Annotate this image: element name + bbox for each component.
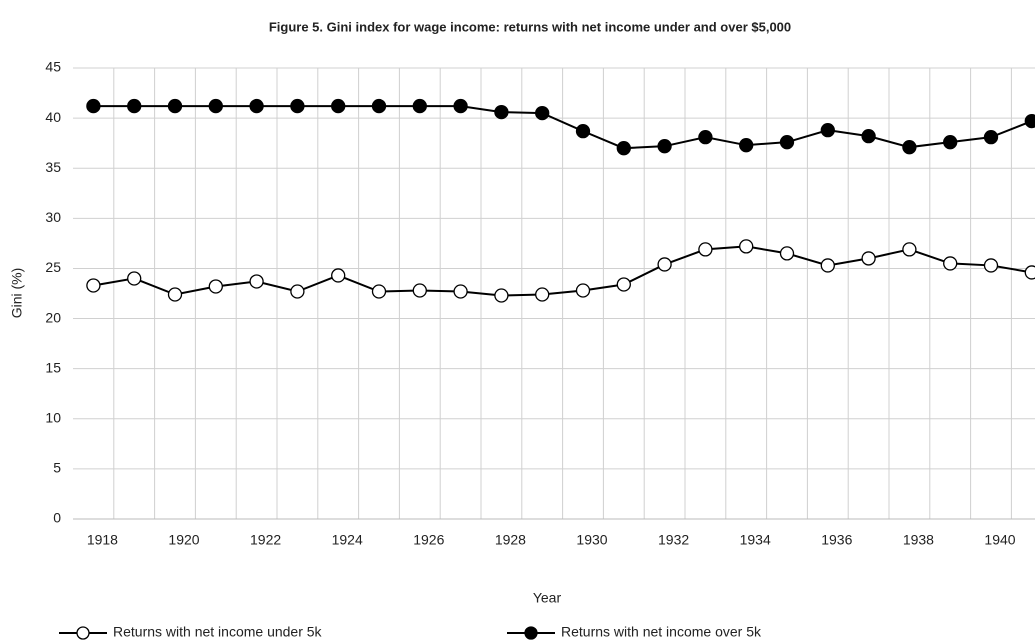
point [1024,113,1035,129]
point [412,283,427,298]
point [290,284,305,299]
point [616,141,631,156]
point [1024,265,1035,280]
point [86,98,101,114]
x-tick-label: 1922 [250,532,281,548]
x-tick-label: 1918 [87,532,118,548]
point [331,98,346,114]
y-tick-label: 40 [45,109,61,125]
point [575,283,591,298]
x-tick-label: 1924 [332,532,363,548]
point [739,138,754,153]
point [249,274,264,289]
y-tick-label: 20 [45,309,61,325]
y-tick-label: 15 [45,359,61,375]
point [983,258,999,273]
x-tick-label: 1936 [821,532,852,548]
x-tick-label: 1926 [413,532,444,548]
point [739,239,754,254]
legend-label: Returns with net income over 5k [561,624,762,640]
point [861,251,876,266]
point [616,277,631,292]
y-tick-label: 5 [53,460,61,476]
y-axis-label: Gini (%) [9,268,25,319]
point [698,242,713,257]
point [820,258,835,273]
y-tick-label: 0 [53,510,61,526]
point [902,140,917,155]
point [535,105,550,121]
point [698,130,713,145]
point [943,256,958,271]
x-tick-label: 1934 [740,532,771,548]
y-tick-label: 25 [45,259,61,275]
y-tick-label: 30 [45,209,61,225]
y-tick-label: 35 [45,159,61,175]
point [127,98,142,114]
y-tick-label: 10 [45,409,61,425]
point [86,278,101,293]
point [779,135,795,150]
legend-marker [524,626,538,640]
point [412,98,427,114]
point [902,242,917,257]
point [453,284,468,299]
point [331,268,346,283]
chart-title: Figure 5. Gini index for wage income: re… [269,19,791,34]
point [290,98,305,114]
point [820,122,835,138]
point [127,271,142,286]
point [861,129,876,144]
x-axis-label: Year [533,590,562,606]
point [494,288,509,303]
point [371,284,387,299]
point [249,98,264,114]
point [208,98,223,114]
x-tick-label: 1928 [495,532,526,548]
point [575,123,591,139]
x-tick-label: 1932 [658,532,689,548]
point [453,98,468,114]
x-tick-label: 1930 [576,532,607,548]
point [494,104,509,120]
x-tick-label: 1940 [984,532,1015,548]
point [167,287,183,302]
point [657,139,672,154]
point [535,287,550,302]
legend-marker [76,626,90,640]
point [167,98,183,114]
point [779,246,795,261]
y-tick-label: 45 [45,59,61,75]
legend-label: Returns with net income under 5k [113,624,323,640]
point [943,135,958,150]
point [371,98,387,114]
x-tick-label: 1938 [903,532,934,548]
point [983,130,999,145]
point [657,257,672,272]
point [208,279,223,294]
x-tick-label: 1920 [168,532,199,548]
